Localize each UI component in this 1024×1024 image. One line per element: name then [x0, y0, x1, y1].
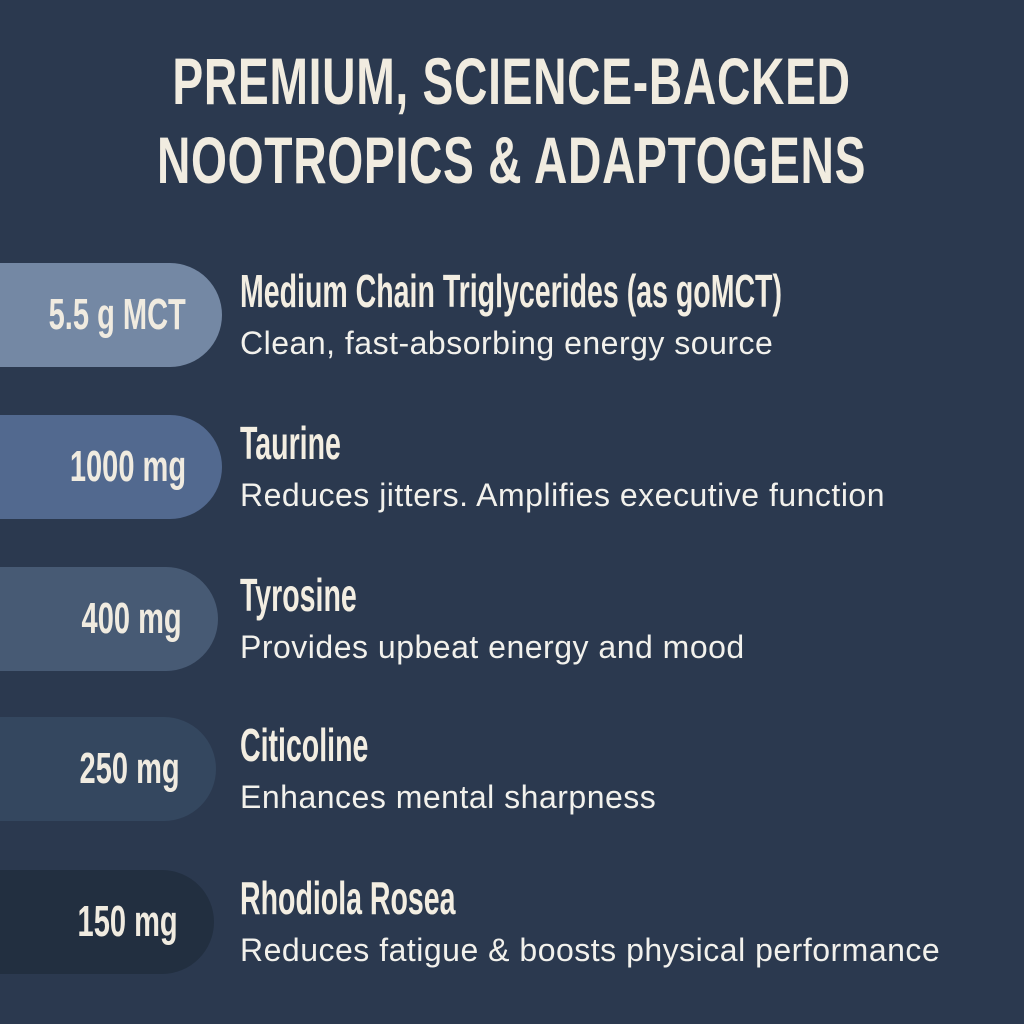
ingredient-row-tyrosine: 400 mg Tyrosine Provides upbeat energy a… — [0, 567, 1024, 671]
dose-pill: 1000 mg — [0, 415, 222, 519]
dose-label: 250 mg — [79, 744, 180, 793]
dose-pill: 400 mg — [0, 567, 218, 671]
ingredient-row-rhodiola: 150 mg Rhodiola Rosea Reduces fatigue & … — [0, 870, 1024, 974]
page-title-line-2: NOOTROPICS & ADAPTOGENS — [157, 123, 867, 197]
ingredient-info: Taurine Reduces jitters. Amplifies execu… — [240, 415, 1010, 519]
ingredient-info: Tyrosine Provides upbeat energy and mood — [240, 567, 1010, 671]
ingredient-description: Reduces jitters. Amplifies executive fun… — [240, 477, 886, 514]
ingredient-description: Provides upbeat energy and mood — [240, 629, 745, 666]
ingredient-name: Citicoline — [240, 719, 369, 772]
ingredient-info: Citicoline Enhances mental sharpness — [240, 717, 1010, 821]
dose-pill: 150 mg — [0, 870, 214, 974]
dose-label: 150 mg — [77, 897, 178, 946]
ingredient-row-citicoline: 250 mg Citicoline Enhances mental sharpn… — [0, 717, 1024, 821]
dose-label: 5.5 g MCT — [48, 290, 186, 339]
dose-pill: 250 mg — [0, 717, 216, 821]
ingredient-name: Tyrosine — [240, 569, 357, 622]
ingredient-description: Enhances mental sharpness — [240, 779, 657, 816]
dose-label: 400 mg — [81, 594, 182, 643]
page-title: PREMIUM, SCIENCE-BACKED NOOTROPICS & ADA… — [0, 42, 1024, 200]
ingredient-row-mct: 5.5 g MCT Medium Chain Triglycerides (as… — [0, 263, 1024, 367]
ingredient-description: Clean, fast-absorbing energy source — [240, 325, 774, 362]
ingredient-name: Taurine — [240, 417, 341, 470]
dose-pill: 5.5 g MCT — [0, 263, 222, 367]
ingredient-name: Medium Chain Triglycerides (as goMCT) — [240, 265, 782, 318]
ingredient-name: Rhodiola Rosea — [240, 872, 456, 925]
dose-label: 1000 mg — [69, 442, 186, 491]
ingredient-row-taurine: 1000 mg Taurine Reduces jitters. Amplifi… — [0, 415, 1024, 519]
ingredient-info: Rhodiola Rosea Reduces fatigue & boosts … — [240, 870, 1010, 974]
page-title-line-1: PREMIUM, SCIENCE-BACKED — [172, 44, 852, 118]
ingredient-info: Medium Chain Triglycerides (as goMCT) Cl… — [240, 263, 1010, 367]
ingredient-description: Reduces fatigue & boosts physical perfor… — [240, 932, 941, 969]
